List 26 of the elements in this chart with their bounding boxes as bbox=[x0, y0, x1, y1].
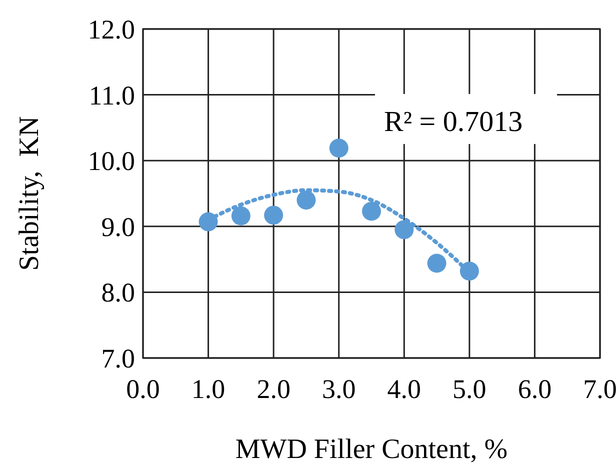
x-tick-label: 6.0 bbox=[518, 374, 552, 404]
x-tick-label: 7.0 bbox=[583, 374, 616, 404]
point bbox=[264, 206, 284, 225]
x-tick-label: 2.0 bbox=[256, 374, 290, 404]
point bbox=[329, 138, 348, 158]
y-tick-label: 11.0 bbox=[88, 80, 135, 110]
y-axis-title: Stability, KN bbox=[14, 116, 45, 271]
x-tick-label: 5.0 bbox=[452, 374, 486, 404]
x-tick-label: 3.0 bbox=[322, 374, 356, 404]
point bbox=[296, 190, 316, 210]
y-tick-label: 10.0 bbox=[88, 146, 135, 176]
point bbox=[231, 206, 250, 226]
point bbox=[460, 262, 479, 281]
point bbox=[427, 254, 446, 273]
x-tick-label: 1.0 bbox=[191, 374, 226, 404]
x-tick-label: 4.0 bbox=[387, 374, 422, 404]
y-tick-label: 12.0 bbox=[88, 14, 135, 44]
y-tick-label: 9.0 bbox=[101, 212, 135, 242]
point bbox=[362, 202, 381, 221]
x-tick-label: 0.0 bbox=[126, 374, 160, 404]
y-tick-label: 7.0 bbox=[101, 343, 135, 374]
y-tick-label: 8.0 bbox=[101, 278, 135, 308]
point bbox=[198, 212, 218, 232]
x-axis-title: MWD Filler Content, % bbox=[235, 434, 508, 465]
point bbox=[394, 220, 414, 240]
annotation: R² = 0.7013 bbox=[384, 106, 523, 138]
